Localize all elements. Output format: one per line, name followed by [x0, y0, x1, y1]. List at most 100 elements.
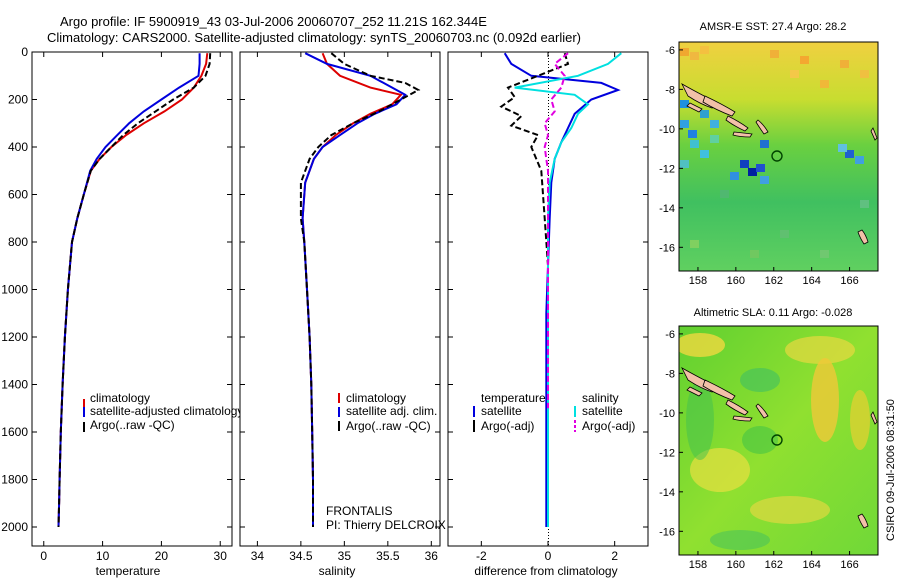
- csiro-timestamp: CSIRO 09-Jul-2006 08:31:50: [885, 399, 897, 541]
- sst-cell: [690, 140, 699, 148]
- sst-cell: [780, 230, 789, 238]
- sst-map-title: AMSR-E SST: 27.4 Argo: 28.2: [700, 21, 847, 33]
- temperature-xlabel: temperature: [96, 564, 161, 578]
- map-y-tick-label: -8: [665, 368, 675, 380]
- sst-cell: [790, 70, 799, 78]
- sst-cell: [838, 144, 847, 152]
- x-tick-label: 0: [545, 549, 552, 563]
- sst-cell: [855, 156, 864, 164]
- map-y-tick-label: -12: [659, 163, 675, 175]
- legend-label-sal-satellite: satellite: [582, 404, 623, 418]
- map-y-tick-label: -8: [665, 84, 675, 96]
- x-tick-label: -2: [476, 549, 487, 563]
- sst-cell: [690, 240, 699, 248]
- sst-cell: [840, 60, 849, 68]
- sla-islands: [681, 367, 878, 529]
- sst-map-axis: 158 160 162 164 166 -6 -8 -10 -12 -14 -16: [659, 45, 859, 287]
- legend-label-climatology: climatology: [346, 391, 406, 405]
- series-line: [514, 52, 622, 527]
- difference-legend: temperature satellite Argo(-adj) salinit…: [473, 391, 635, 433]
- series-line: [57, 53, 212, 528]
- sst-cell: [690, 52, 699, 60]
- sst-cell: [700, 46, 709, 54]
- legend-label-sal-argo: Argo(-adj): [582, 419, 635, 433]
- salinity-plot-frame: [239, 51, 441, 547]
- sst-cell: [680, 160, 689, 168]
- x-tick-label: 35.5: [376, 549, 400, 563]
- legend-label-satellite: satellite adj. clim.: [346, 404, 437, 418]
- y-tick-label: 1600: [1, 425, 28, 439]
- map-x-tick-label: 158: [689, 559, 707, 571]
- x-tick-label: 20: [155, 549, 169, 563]
- pi-name: PI: Thierry DELCROIX: [326, 518, 446, 532]
- sst-cell: [748, 168, 757, 176]
- map-x-tick-label: 164: [802, 275, 820, 287]
- sla-map-title: Altimetric SLA: 0.11 Argo: -0.028: [694, 307, 853, 319]
- map-y-tick-label: -16: [659, 526, 675, 538]
- argo-position-marker: [771, 434, 783, 446]
- x-tick-label: 0: [40, 549, 47, 563]
- sst-cell: [760, 176, 769, 184]
- sst-islands: [681, 83, 878, 245]
- sla-patches: [679, 333, 870, 550]
- sst-cell: [820, 250, 829, 258]
- map-y-tick-label: -6: [665, 45, 675, 57]
- sst-cell: [680, 120, 689, 128]
- temperature-panel: 0 10 20 30 0 200 400 600 800 1000 1200 1400 1600 1800…: [1, 45, 243, 578]
- y-tick-label: 1400: [1, 378, 28, 392]
- sst-cell: [820, 80, 829, 88]
- x-tick-label: 36: [425, 549, 439, 563]
- map-x-tick-label: 160: [727, 559, 745, 571]
- sst-cell: [700, 110, 709, 118]
- y-tick-label: 400: [8, 140, 28, 154]
- sla-map-image: [679, 326, 878, 555]
- difference-lines: [499, 52, 622, 527]
- legend-heading-temperature: temperature: [481, 391, 546, 405]
- x-tick-label: 35: [338, 549, 352, 563]
- map-x-tick-label: 166: [840, 275, 858, 287]
- y-tick-label: 800: [8, 235, 28, 249]
- sst-cell: [860, 200, 869, 208]
- y-tick-label: 2000: [1, 520, 28, 534]
- sst-cell: [800, 56, 809, 64]
- sst-cell: [760, 140, 769, 148]
- map-y-tick-label: -12: [659, 447, 675, 459]
- sst-cell: [720, 190, 729, 198]
- salinity-lines: [299, 52, 421, 527]
- map-y-tick-label: -14: [659, 203, 675, 215]
- map-x-tick-label: 166: [840, 559, 858, 571]
- difference-xlabel: difference from climatology: [474, 564, 617, 578]
- sst-map-image: [679, 42, 878, 271]
- x-tick-label: 34: [251, 549, 265, 563]
- map-x-tick-label: 162: [765, 559, 783, 571]
- y-tick-label: 0: [21, 45, 28, 59]
- y-tick-label: 200: [8, 93, 28, 107]
- x-tick-label: 34.5: [289, 549, 313, 563]
- y-tick-label: 1000: [1, 283, 28, 297]
- sst-cell: [730, 172, 739, 180]
- legend-label-satellite: satellite-adjusted climatology: [90, 404, 243, 418]
- map-y-tick-label: -10: [659, 408, 675, 420]
- sst-cell: [700, 150, 709, 158]
- temperature-plot-frame: [31, 51, 233, 547]
- sst-cell: [680, 100, 689, 108]
- sst-cell: [740, 160, 749, 168]
- sst-cell: [710, 120, 719, 128]
- x-tick-label: 2: [611, 549, 618, 563]
- argo-position-marker: [771, 150, 783, 162]
- legend-label-temp-satellite: satellite: [481, 404, 522, 418]
- sst-map-panel: AMSR-E SST: 27.4 Argo: 28.2 158 160 162 164…: [659, 21, 879, 287]
- map-y-tick-label: -14: [659, 487, 675, 499]
- sst-cell: [860, 70, 869, 78]
- series-line: [543, 52, 569, 409]
- map-y-tick-label: -10: [659, 124, 675, 136]
- sst-cell: [710, 135, 719, 143]
- map-x-tick-label: 160: [727, 275, 745, 287]
- temperature-lines: [57, 53, 212, 528]
- map-y-tick-label: -16: [659, 242, 675, 254]
- figure-title-line2: Climatology: CARS2000. Satellite-adjuste…: [47, 30, 582, 45]
- sla-map-axis: 158 160 162 164 166 -6 -8 -10 -12 -14 -16: [659, 329, 859, 571]
- difference-panel: -2 0 2 temperature satellite Argo(-adj) sa…: [447, 51, 649, 578]
- sst-cell: [845, 150, 854, 158]
- salinity-axis: 34 34.5 35 35.5 36: [240, 51, 440, 563]
